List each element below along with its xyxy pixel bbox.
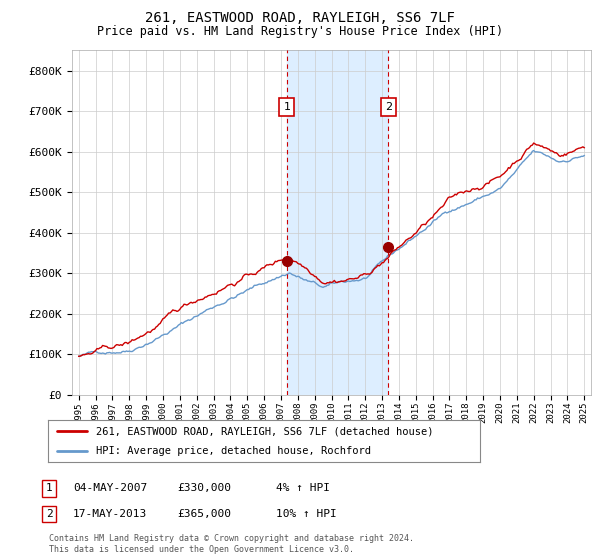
Text: HPI: Average price, detached house, Rochford: HPI: Average price, detached house, Roch… [95, 446, 371, 456]
Text: 10% ↑ HPI: 10% ↑ HPI [276, 509, 337, 519]
Text: 1: 1 [283, 102, 290, 112]
Bar [287, 50, 388, 395]
Text: 261, EASTWOOD ROAD, RAYLEIGH, SS6 7LF (detached house): 261, EASTWOOD ROAD, RAYLEIGH, SS6 7LF (d… [95, 426, 433, 436]
Text: Price paid vs. HM Land Registry's House Price Index (HPI): Price paid vs. HM Land Registry's House … [97, 25, 503, 38]
Text: £365,000: £365,000 [177, 509, 231, 519]
Text: 2: 2 [385, 102, 392, 112]
Text: 4% ↑ HPI: 4% ↑ HPI [276, 483, 330, 493]
Text: 04-MAY-2007: 04-MAY-2007 [73, 483, 148, 493]
Text: 261, EASTWOOD ROAD, RAYLEIGH, SS6 7LF: 261, EASTWOOD ROAD, RAYLEIGH, SS6 7LF [145, 11, 455, 25]
Text: 17-MAY-2013: 17-MAY-2013 [73, 509, 148, 519]
Text: 2: 2 [46, 509, 53, 519]
Text: Contains HM Land Registry data © Crown copyright and database right 2024.: Contains HM Land Registry data © Crown c… [49, 534, 414, 543]
Text: £330,000: £330,000 [177, 483, 231, 493]
Text: This data is licensed under the Open Government Licence v3.0.: This data is licensed under the Open Gov… [49, 545, 354, 554]
Text: 1: 1 [46, 483, 53, 493]
